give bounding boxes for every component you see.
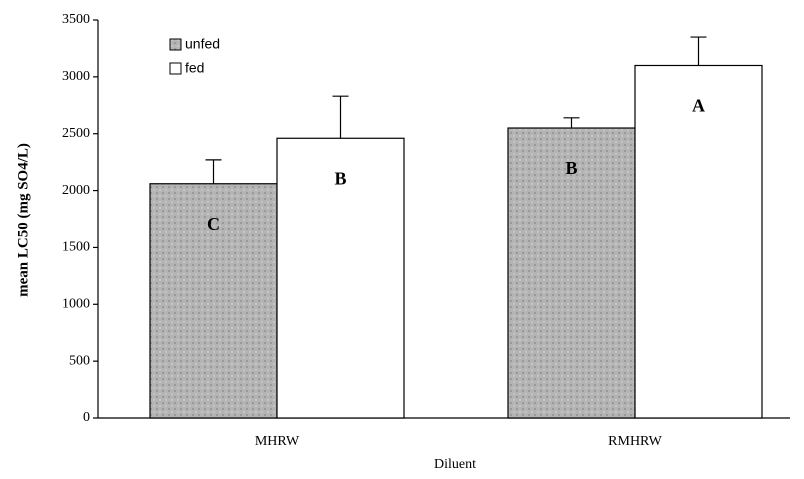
- error-bar: [563, 117, 580, 129]
- x-axis-label: Diluent: [434, 457, 476, 472]
- legend-swatch: [169, 62, 182, 75]
- error-bar: [690, 36, 707, 66]
- bar: [276, 137, 405, 419]
- bar-annotation: B: [565, 158, 577, 178]
- bar-annotation: B: [334, 168, 346, 188]
- y-tick-label: 3000: [62, 69, 90, 84]
- y-tick-label: 2500: [62, 126, 90, 141]
- x-tick-label: MHRW: [255, 434, 300, 449]
- legend-swatch: [169, 38, 182, 51]
- error-bar: [205, 159, 222, 184]
- legend-label: unfed: [185, 36, 220, 52]
- y-tick-label: 1500: [62, 240, 90, 255]
- y-tick-label: 3500: [62, 12, 90, 27]
- bar-annotation: A: [692, 96, 705, 116]
- y-tick-label: 0: [83, 410, 90, 425]
- legend-label: fed: [185, 60, 204, 76]
- y-tick-label: 500: [69, 353, 90, 368]
- y-tick-label: 2000: [62, 183, 90, 198]
- y-axis-label: mean LC50 (mg SO4/L): [15, 143, 31, 297]
- error-bar: [332, 95, 349, 139]
- bar: [634, 64, 763, 419]
- y-tick-label: 1000: [62, 297, 90, 312]
- bar: [507, 127, 636, 419]
- bar-annotation: C: [207, 214, 220, 234]
- x-tick-label: RMHRW: [608, 434, 662, 449]
